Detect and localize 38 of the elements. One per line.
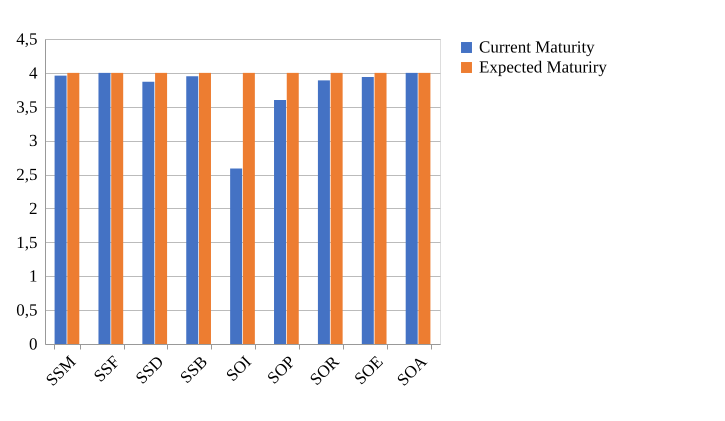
y-tick-label: 2 <box>29 198 38 218</box>
y-tick-label: 1,5 <box>16 232 38 252</box>
x-tick-label: SOE <box>350 352 387 388</box>
bar <box>230 168 242 344</box>
bar <box>198 72 211 344</box>
bar <box>54 76 67 344</box>
bar <box>67 72 80 344</box>
y-tick-label: 4 <box>29 63 38 82</box>
x-tick-label: SSF <box>90 352 124 386</box>
bar <box>418 72 430 344</box>
bar <box>362 76 374 344</box>
y-tick-label: 3,5 <box>16 97 38 116</box>
x-tick-label: SSB <box>176 352 212 387</box>
legend-label: Expected Maturiry <box>479 58 608 76</box>
x-tick-label: SOR <box>306 352 344 389</box>
bar <box>98 72 110 344</box>
bar <box>186 76 198 344</box>
bar <box>242 72 255 344</box>
y-tick-label: 3 <box>29 131 38 150</box>
y-tick-label: 4,5 <box>16 30 38 48</box>
bar <box>142 82 154 344</box>
x-tick-label: SOI <box>222 352 256 385</box>
bar <box>274 100 286 344</box>
legend-label: Current Maturity <box>479 38 596 56</box>
bar <box>286 72 299 344</box>
y-tick-label: 0 <box>29 334 38 354</box>
x-tick-label: SOA <box>393 352 432 390</box>
bar <box>406 72 418 344</box>
y-tick-label: 1 <box>29 266 38 286</box>
x-tick-label: SSD <box>132 352 168 388</box>
bar <box>374 72 387 344</box>
x-tick-label: SOP <box>263 352 299 388</box>
bar <box>318 80 330 344</box>
y-tick-label: 2,5 <box>16 165 38 184</box>
y-tick-label: 0,5 <box>16 300 38 320</box>
bar <box>155 72 168 344</box>
bar <box>111 72 124 344</box>
bar <box>330 72 343 344</box>
